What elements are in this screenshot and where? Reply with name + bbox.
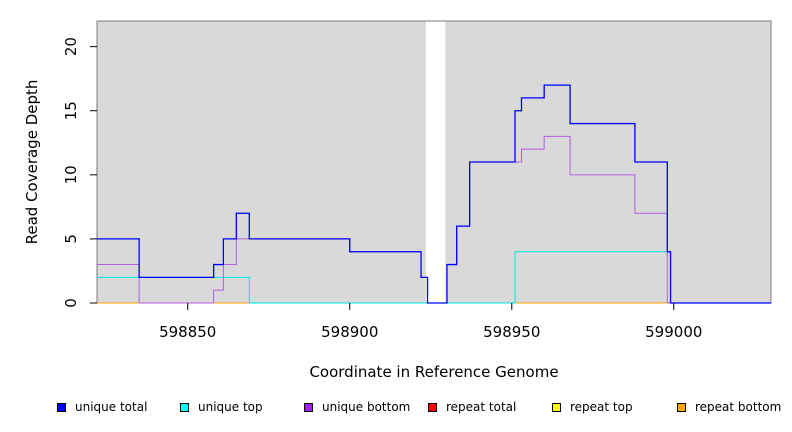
legend-item-repeat-total: repeat total	[428, 400, 516, 414]
y-tick-label: 10	[62, 165, 80, 184]
y-tick-label: 20	[62, 37, 80, 56]
legend-label: repeat top	[570, 400, 633, 414]
legend-label: repeat bottom	[695, 400, 782, 414]
series-line-unique-total	[97, 84, 771, 304]
gap-region	[425, 21, 446, 303]
x-tick-label: 598850	[159, 323, 216, 341]
legend-swatch	[552, 402, 561, 412]
legend-label: repeat total	[446, 400, 517, 414]
legend-label: unique top	[198, 400, 263, 414]
axes-layer: 0 5 10 15 20 598850 598900 598950 599000	[62, 37, 702, 341]
legend-item-unique-top: unique top	[180, 400, 263, 414]
y-tick-label: 15	[62, 101, 80, 120]
legend-swatch	[677, 402, 686, 412]
legend-swatch	[57, 402, 66, 412]
series-layer	[97, 84, 771, 304]
y-tick-label: 0	[62, 298, 80, 308]
legend-item-repeat-bottom: repeat bottom	[677, 400, 781, 414]
x-tick-label: 598950	[483, 323, 540, 341]
legend-item-unique-bottom: unique bottom	[304, 400, 410, 414]
legend-label: unique bottom	[322, 400, 411, 414]
legend-swatch	[304, 402, 313, 412]
y-tick-label: 5	[62, 234, 80, 244]
x-tick-label: 599000	[645, 323, 702, 341]
legend-label: unique total	[75, 400, 148, 414]
legend-item-unique-total: unique total	[57, 400, 147, 414]
legend-swatch	[428, 402, 437, 412]
legend: unique total unique top unique bottom repea…	[0, 400, 792, 420]
x-axis-title: Coordinate in Reference Genome	[309, 363, 558, 381]
x-tick-label: 598900	[321, 323, 378, 341]
legend-item-repeat-top: repeat top	[552, 400, 633, 414]
y-axis-title: Read Coverage Depth	[23, 80, 41, 245]
legend-swatch	[180, 402, 189, 412]
